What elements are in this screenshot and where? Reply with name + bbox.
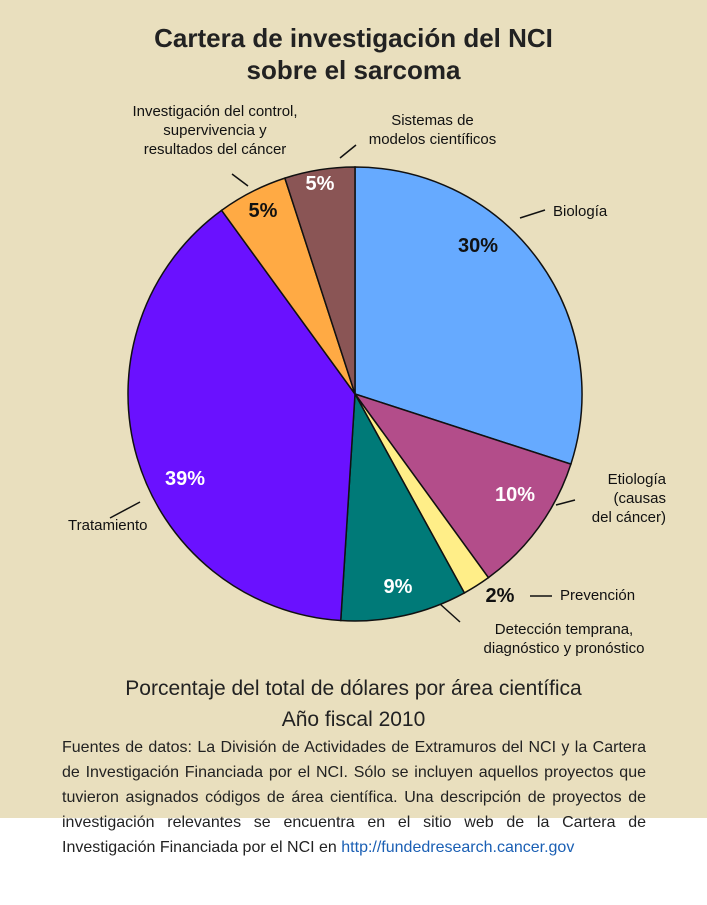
value-label: 5%	[280, 173, 360, 196]
chart-subtitle: Porcentaje del total de dólares por área…	[0, 673, 707, 735]
value-label: 9%	[358, 576, 438, 599]
category-label: Investigación del control, supervivencia…	[110, 102, 320, 159]
value-label: 10%	[475, 484, 555, 507]
category-label: Prevención	[560, 586, 635, 605]
leader-line	[440, 604, 460, 622]
leader-line	[232, 174, 248, 186]
category-label: Biología	[553, 202, 607, 221]
category-label: Sistemas de modelos científicos	[345, 111, 520, 149]
value-label: 2%	[460, 585, 540, 608]
chart-title: Cartera de investigación del NCI sobre e…	[0, 22, 707, 86]
leader-line	[520, 210, 545, 218]
value-label: 5%	[223, 200, 303, 223]
category-label: Etiología (causas del cáncer)	[560, 470, 666, 527]
footnote-link[interactable]: http://fundedresearch.cancer.gov	[341, 839, 574, 856]
value-label: 39%	[145, 468, 225, 491]
footnote: Fuentes de datos: La División de Activid…	[62, 735, 646, 860]
category-label: Tratamiento	[68, 516, 147, 535]
value-label: 30%	[438, 235, 518, 258]
category-label: Detección temprana, diagnóstico y pronós…	[464, 620, 664, 658]
